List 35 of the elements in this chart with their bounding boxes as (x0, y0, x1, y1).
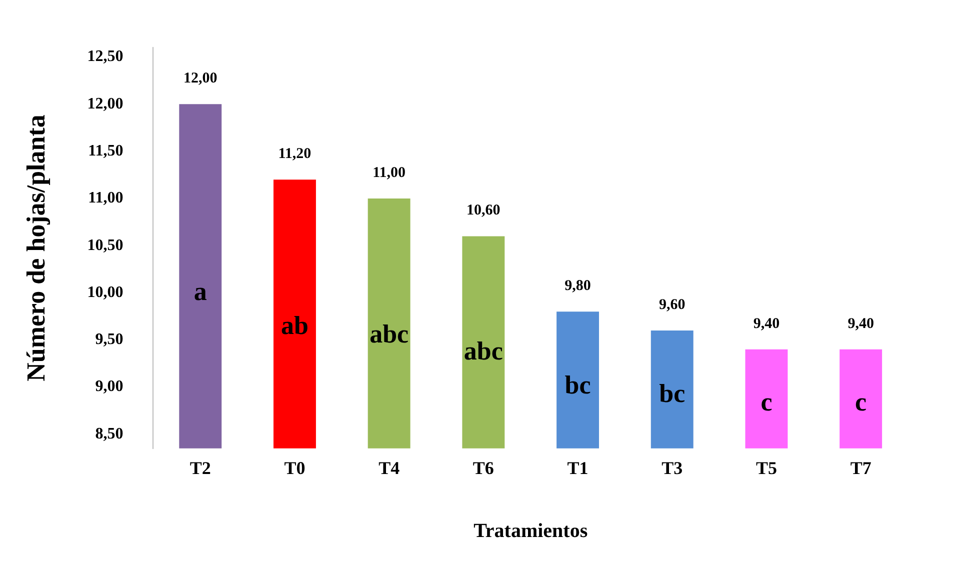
y-tick-label: 8,50 (95, 425, 124, 442)
data-label: 12,00 (184, 70, 218, 87)
x-tick-label: T3 (662, 458, 683, 478)
annotation: c (760, 388, 772, 417)
x-axis-title: Tratamientos (474, 520, 588, 542)
x-tick-label: T1 (567, 458, 588, 478)
y-tick-label: 9,50 (95, 331, 124, 348)
y-axis-title: Número de hojas/planta (21, 114, 50, 382)
annotation: abc (370, 320, 409, 349)
y-tick-label: 12,50 (87, 48, 124, 66)
x-tick-label: T0 (284, 458, 306, 478)
annotation: a (194, 277, 207, 306)
y-tick-label: 9,00 (95, 378, 124, 396)
x-tick-label: T5 (756, 458, 777, 478)
y-tick-label: 10,00 (87, 284, 124, 301)
data-label: 10,60 (466, 202, 500, 219)
annotation: ab (280, 311, 308, 340)
x-tick-label: T2 (190, 458, 211, 478)
y-tick-label: 11,50 (88, 142, 124, 160)
annotation: bc (564, 370, 591, 400)
data-label: 9,80 (564, 278, 591, 294)
data-label: 9,40 (753, 316, 780, 332)
data-label: 11,20 (278, 146, 312, 162)
annotation: c (855, 388, 867, 417)
x-tick-label: T7 (850, 458, 872, 478)
y-tick-label: 12,00 (87, 95, 124, 112)
annotation: abc (464, 336, 503, 366)
y-tick-label: 10,50 (87, 236, 124, 254)
data-label: 9,60 (659, 296, 686, 313)
x-tick-label: T4 (378, 458, 400, 478)
annotation: bc (659, 379, 686, 408)
data-label: 9,40 (848, 316, 874, 332)
x-tick-label: T6 (472, 458, 494, 478)
y-tick-label: 11,00 (88, 190, 124, 207)
data-label: 11,00 (372, 164, 406, 181)
